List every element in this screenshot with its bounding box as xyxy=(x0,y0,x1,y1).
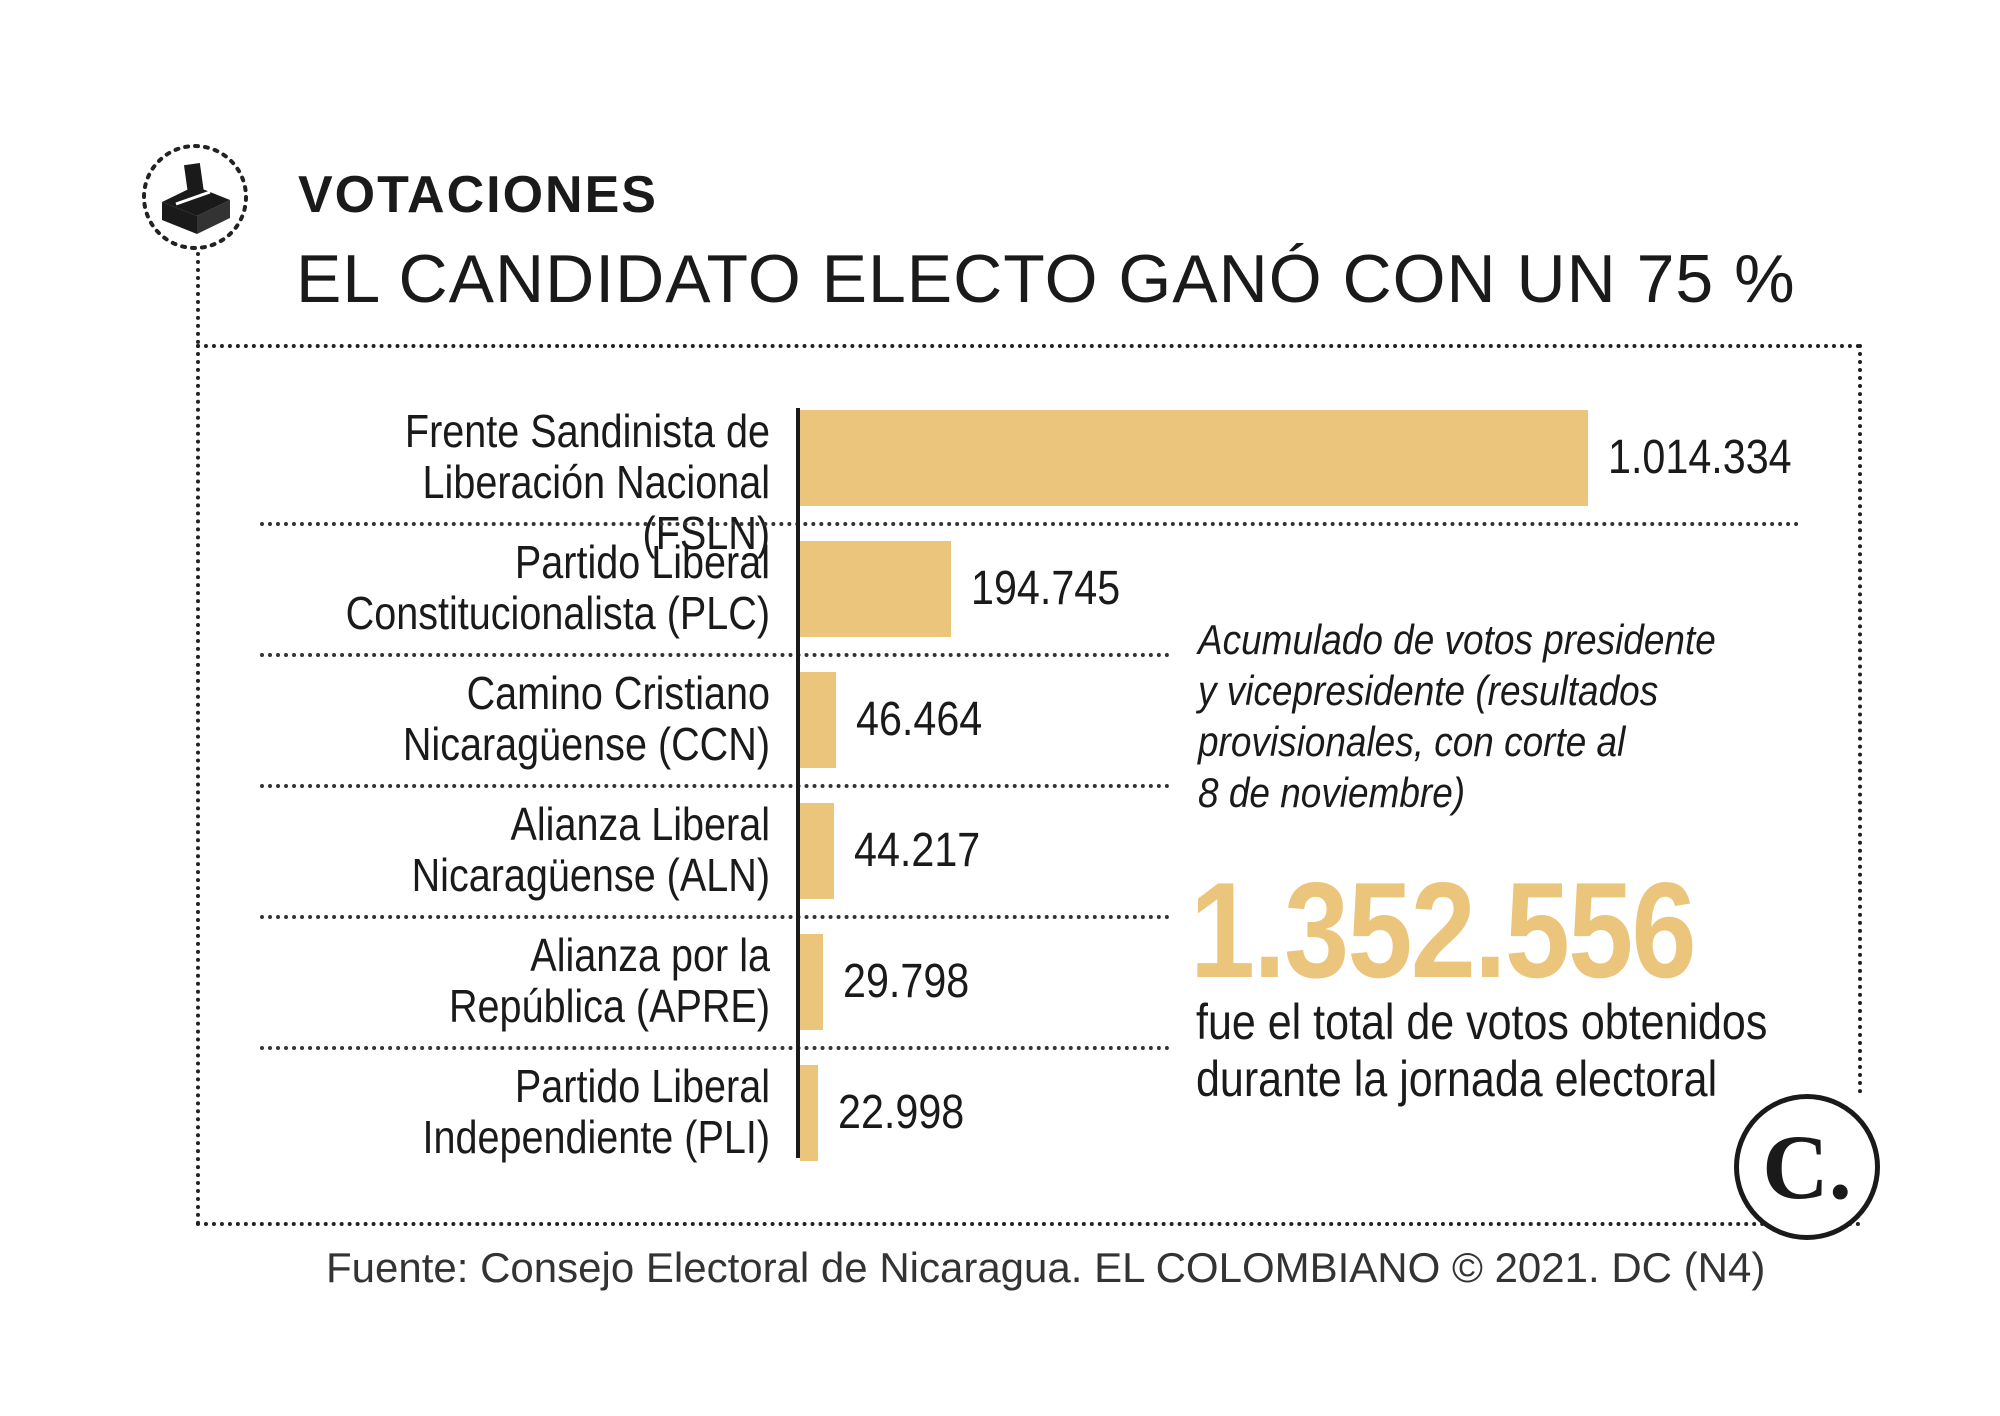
bar-value-label: 44.217 xyxy=(854,824,981,877)
total-votes: 1.352.556 xyxy=(1190,854,1697,1006)
category-label-line: República (APRE) xyxy=(448,980,770,1032)
source-credit: Fuente: Consejo Electoral de Nicaragua. … xyxy=(326,1244,1766,1291)
category-label-line: Alianza por la xyxy=(530,929,770,981)
chart-frame xyxy=(196,344,1862,1226)
total-caption: fue el total de votos obtenidos durante … xyxy=(1196,994,1798,1108)
ballot-box-icon xyxy=(140,142,250,252)
row-separator xyxy=(260,653,1170,657)
category-label: Alianza Liberal Nicaragüense (ALN) xyxy=(288,799,770,901)
chart-frame-right xyxy=(1858,344,1862,1094)
row-separator xyxy=(260,915,1170,919)
row-separator xyxy=(260,1046,1170,1050)
bar-5 xyxy=(800,1065,818,1161)
note-line: 8 de noviembre) xyxy=(1198,769,1466,816)
category-label-line: Independiente (PLI) xyxy=(422,1111,770,1163)
bar-value-label: 1.014.334 xyxy=(1608,431,1792,484)
category-label: Partido Liberal Independiente (PLI) xyxy=(288,1061,770,1163)
note-line: Acumulado de votos presidente xyxy=(1198,616,1716,663)
category-label-line: Nicaragüense (CCN) xyxy=(402,718,770,770)
category-label-line: Camino Cristiano xyxy=(466,667,770,719)
bar-1 xyxy=(800,541,951,637)
frame-connector xyxy=(196,252,200,344)
chart-axis xyxy=(796,408,800,1158)
category-label-line: Constitucionalista (PLC) xyxy=(345,587,770,639)
category-label-line: Frente Sandinista de xyxy=(404,405,770,457)
bar-value-label: 22.998 xyxy=(838,1086,965,1139)
bar-0 xyxy=(800,410,1588,506)
bar-value-label: 46.464 xyxy=(856,693,983,746)
category-label: Camino Cristiano Nicaragüense (CCN) xyxy=(288,668,770,770)
section-kicker: VOTACIONES xyxy=(298,166,658,224)
row-separator xyxy=(260,522,1800,526)
el-colombiano-logo: C. xyxy=(1734,1094,1880,1240)
category-label-line: Nicaragüense (ALN) xyxy=(411,849,770,901)
note-line: provisionales, con corte al xyxy=(1198,718,1626,765)
chart-title: EL CANDIDATO ELECTO GANÓ CON UN 75 % xyxy=(296,241,1796,317)
bar-2 xyxy=(800,672,836,768)
caption-line: durante la jornada electoral xyxy=(1196,1051,1718,1107)
category-label-line: Alianza Liberal xyxy=(510,798,770,850)
caption-line: fue el total de votos obtenidos xyxy=(1196,994,1768,1050)
chart-note: Acumulado de votos presidente y vicepres… xyxy=(1198,614,1744,818)
category-label-line: Partido Liberal xyxy=(514,1060,770,1112)
bar-value-label: 29.798 xyxy=(843,955,970,1008)
bar-4 xyxy=(800,934,823,1030)
category-label-line: Partido Liberal xyxy=(514,536,770,588)
row-separator xyxy=(260,784,1170,788)
category-label-line: Liberación Nacional (FSLN) xyxy=(422,456,770,559)
bar-value-label: 194.745 xyxy=(971,562,1121,615)
logo-letter: C. xyxy=(1762,1116,1852,1218)
category-label: Alianza por la República (APRE) xyxy=(288,930,770,1032)
category-label: Partido Liberal Constitucionalista (PLC) xyxy=(288,537,770,639)
note-line: y vicepresidente (resultados xyxy=(1198,667,1659,714)
category-label: Frente Sandinista de Liberación Nacional … xyxy=(288,406,770,559)
bar-3 xyxy=(800,803,834,899)
